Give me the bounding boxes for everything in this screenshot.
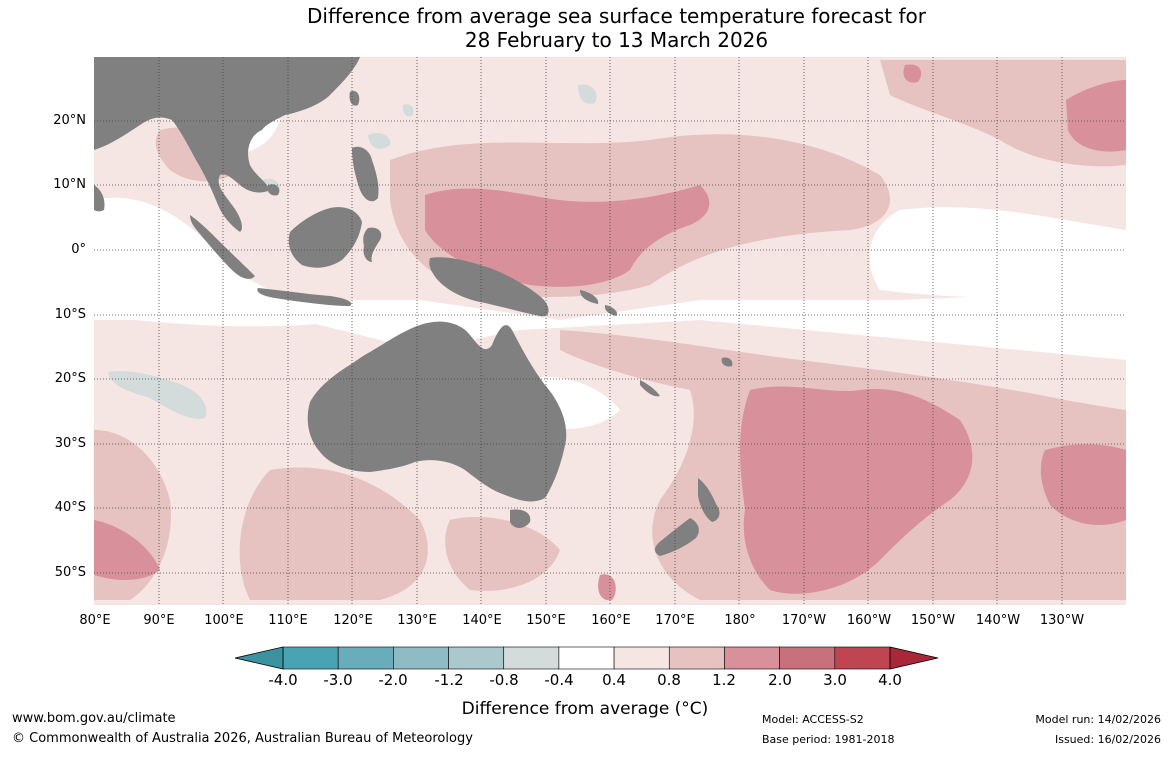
lon-label-130w: 130°W bbox=[1039, 613, 1085, 628]
lat-label-equator: 0° bbox=[71, 242, 86, 257]
map-title: Difference from average sea surface temp… bbox=[0, 4, 1173, 52]
title-line-1: Difference from average sea surface temp… bbox=[306, 4, 926, 28]
colorbar-tick: -3.0 bbox=[323, 671, 353, 689]
lon-label-100e: 100°E bbox=[204, 613, 244, 628]
lon-label-150w: 150°W bbox=[910, 613, 956, 628]
new-zealand-south-island bbox=[654, 518, 699, 556]
new-zealand-north-island bbox=[698, 478, 720, 522]
footer-issued: Issued: 16/02/2026 bbox=[1054, 733, 1161, 746]
colorbar-tick: 2.0 bbox=[768, 671, 792, 689]
graticule bbox=[94, 57, 1126, 605]
footer-copyright: © Commonwealth of Australia 2026, Austra… bbox=[12, 731, 473, 746]
lon-label-130e: 130°E bbox=[397, 613, 437, 628]
philippines bbox=[352, 146, 379, 202]
lon-label-90e: 90°E bbox=[143, 613, 175, 628]
lat-label-10s: 10°S bbox=[54, 307, 86, 322]
footer-model-run: Model run: 14/02/2026 bbox=[1035, 713, 1161, 726]
lon-label-150e: 150°E bbox=[526, 613, 566, 628]
lon-label-140e: 140°E bbox=[462, 613, 502, 628]
lat-label-40s: 40°S bbox=[54, 500, 86, 515]
title-line-2: 28 February to 13 March 2026 bbox=[464, 28, 769, 52]
lon-label-170e: 170°E bbox=[655, 613, 695, 628]
colorbar-cells bbox=[282, 646, 891, 670]
footer-model: Model: ACCESS-S2 bbox=[762, 713, 864, 726]
lat-label-30s: 30°S bbox=[54, 436, 86, 451]
colorbar-cell bbox=[282, 646, 339, 670]
colorbar-tick: 1.2 bbox=[712, 671, 736, 689]
colorbar-title: Difference from average (°C) bbox=[461, 699, 709, 719]
new-guinea bbox=[429, 257, 549, 317]
colorbar-cell bbox=[834, 646, 891, 670]
lat-label-20s: 20°S bbox=[54, 371, 86, 386]
indochina-peninsula bbox=[94, 185, 105, 212]
colorbar-cell bbox=[337, 646, 394, 670]
lon-label-160e: 160°E bbox=[591, 613, 631, 628]
lat-label-20n: 20°N bbox=[53, 113, 86, 128]
colorbar-cell bbox=[448, 646, 505, 670]
colorbar-tick: -2.0 bbox=[378, 671, 408, 689]
colorbar-tick: 4.0 bbox=[878, 671, 902, 689]
colorbar-extend-high bbox=[889, 646, 939, 670]
colorbar-cell bbox=[724, 646, 780, 670]
colorbar-extend-low bbox=[234, 646, 284, 670]
new-caledonia bbox=[640, 380, 660, 397]
java bbox=[257, 288, 352, 306]
lon-label-170w: 170°W bbox=[781, 613, 827, 628]
solomon-islands bbox=[580, 290, 618, 316]
lat-label-50s: 50°S bbox=[54, 565, 86, 580]
land-masses bbox=[94, 57, 733, 556]
colorbar-cell bbox=[558, 646, 615, 670]
asia-mainland bbox=[94, 57, 360, 232]
colorbar-cell bbox=[668, 646, 725, 670]
australia bbox=[307, 321, 567, 502]
sulawesi bbox=[363, 227, 382, 262]
colorbar-tick: 0.8 bbox=[657, 671, 681, 689]
colorbar-tick: -1.2 bbox=[434, 671, 464, 689]
colorbar-cell bbox=[613, 646, 670, 670]
lon-label-160w: 160°W bbox=[846, 613, 892, 628]
colorbar-cell bbox=[503, 646, 560, 670]
colorbar-tick: 0.4 bbox=[602, 671, 626, 689]
sumatra bbox=[190, 215, 255, 279]
colorbar-tick: -0.8 bbox=[489, 671, 519, 689]
lon-label-140w: 140°W bbox=[975, 613, 1021, 628]
sst-anomaly-map bbox=[94, 57, 1126, 670]
colorbar-tick: -4.0 bbox=[268, 671, 298, 689]
footer-base-period: Base period: 1981-2018 bbox=[762, 733, 895, 746]
lon-label-110e: 110°E bbox=[268, 613, 308, 628]
lon-label-80e: 80°E bbox=[79, 613, 111, 628]
colorbar-cell bbox=[779, 646, 836, 670]
lon-label-180: 180° bbox=[724, 613, 756, 628]
lat-label-10n: 10°N bbox=[53, 177, 86, 192]
colorbar-tick: 3.0 bbox=[823, 671, 847, 689]
colorbar bbox=[234, 646, 939, 670]
lon-label-120e: 120°E bbox=[333, 613, 373, 628]
tasmania bbox=[510, 509, 531, 528]
borneo bbox=[288, 207, 362, 268]
fiji bbox=[721, 357, 733, 367]
footer-url[interactable]: www.bom.gov.au/climate bbox=[12, 711, 176, 726]
colorbar-cell bbox=[393, 646, 449, 670]
colorbar-tick: -0.4 bbox=[544, 671, 574, 689]
